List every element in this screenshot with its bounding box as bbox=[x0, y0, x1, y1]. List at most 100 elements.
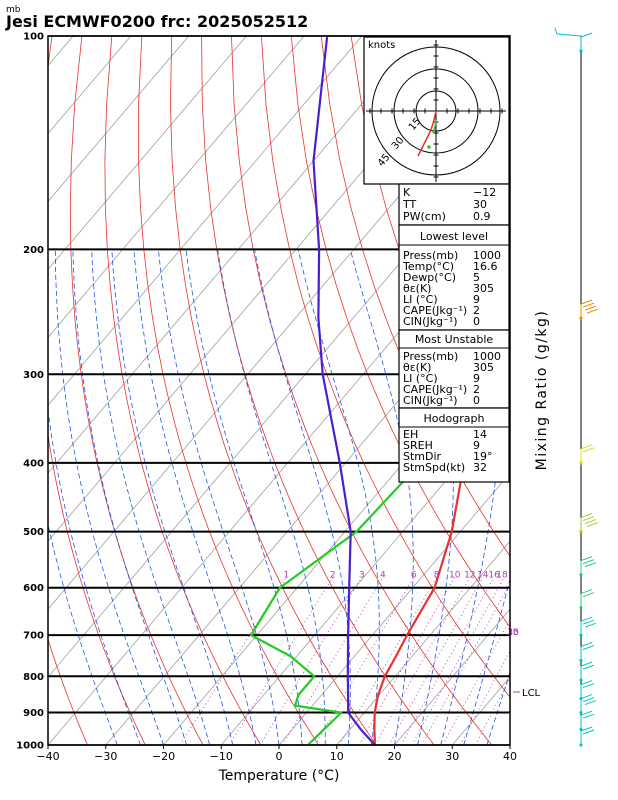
wind-barb-flag bbox=[580, 680, 593, 686]
isotherm-line bbox=[48, 36, 189, 203]
temperature-tick-label: −20 bbox=[152, 750, 175, 763]
hodo-row-label: EH bbox=[403, 428, 418, 441]
moist-adiabat-line bbox=[254, 249, 351, 745]
moist-adiabat-line bbox=[91, 249, 211, 745]
tt-index-value: 30 bbox=[473, 198, 487, 211]
lowest-row-label: CAPE(Jkg⁻¹) bbox=[403, 304, 467, 317]
wind-barb-flag bbox=[582, 592, 595, 598]
temperature-tick-label: −30 bbox=[94, 750, 117, 763]
wind-barb-base bbox=[579, 633, 583, 637]
lowest-row-value: 2 bbox=[473, 304, 480, 317]
pressure-tick-label: 200 bbox=[23, 245, 44, 256]
hodograph-trace-low bbox=[432, 119, 437, 134]
mixing-ratio-label: 35 bbox=[507, 628, 518, 638]
wind-barb-flag bbox=[580, 694, 593, 700]
mixing-ratio-label: 10 bbox=[449, 570, 461, 580]
moist-adiabat-line bbox=[54, 249, 164, 745]
pw-value: 0.9 bbox=[473, 210, 491, 223]
mixing-ratio-line bbox=[374, 577, 471, 745]
pw-label: PW(cm) bbox=[403, 210, 446, 223]
mixing-ratio-line bbox=[282, 577, 384, 745]
isotherm-line bbox=[48, 36, 247, 271]
mixing-ratio-label: 1 bbox=[283, 570, 289, 580]
mixing-ratio-label: 30 bbox=[507, 628, 519, 638]
pressure-tick-label: 100 bbox=[23, 32, 44, 43]
pressure-unit-label: mb bbox=[6, 5, 21, 15]
lowest-row-value: 5 bbox=[473, 271, 480, 284]
dry-adiabat-line bbox=[169, 36, 377, 745]
isotherm-line bbox=[48, 36, 363, 406]
wind-barb-flag bbox=[582, 697, 595, 703]
isotherm-line bbox=[48, 36, 420, 474]
pressure-tick-label: 500 bbox=[23, 527, 44, 538]
x-axis-label: Temperature (°C) bbox=[218, 768, 340, 784]
lowest-level-title: Lowest level bbox=[420, 230, 488, 243]
isotherm-line bbox=[48, 200, 510, 745]
isotherm-line bbox=[336, 540, 510, 745]
dry-adiabat-line bbox=[104, 36, 262, 745]
unstable-row-value: 0 bbox=[473, 394, 480, 407]
wind-barb-flag bbox=[580, 589, 593, 595]
wind-barb-base bbox=[579, 49, 583, 53]
wind-barb-flag bbox=[580, 661, 593, 667]
hodograph-panel: knots 15 30 45 bbox=[363, 36, 510, 185]
wind-barb-base bbox=[579, 678, 583, 682]
hodograph-trace bbox=[417, 110, 437, 157]
plot-frame bbox=[47, 35, 511, 746]
pressure-tick-label: 300 bbox=[23, 370, 44, 381]
dry-adiabat-line bbox=[290, 36, 510, 628]
dry-adiabat-line bbox=[48, 638, 88, 745]
wind-barb-flag bbox=[580, 726, 593, 732]
lowest-row-value: 16.6 bbox=[473, 260, 498, 273]
mixing-ratio-line bbox=[358, 577, 456, 745]
isotherm-line bbox=[394, 608, 510, 745]
most-unstable-panel: Most Unstable Press(mb) 1000 θε(K) 305 LI (°… bbox=[398, 329, 510, 409]
hodo-row-label: SREH bbox=[403, 439, 433, 452]
temperature-tick-label: 20 bbox=[388, 750, 402, 763]
pressure-tick-label: 700 bbox=[23, 631, 44, 642]
indices-panel: K −12 TT 30 PW(cm) 0.9 bbox=[398, 183, 510, 226]
lowest-row-label: Temp(°C) bbox=[402, 260, 454, 273]
wind-barb-flag bbox=[582, 729, 595, 735]
wind-barb-flag bbox=[582, 664, 595, 670]
wind-barb-flag bbox=[582, 447, 595, 453]
mixing-ratio-label: 2 bbox=[330, 570, 336, 580]
mixing-ratio-label: 20 bbox=[507, 628, 519, 638]
most-unstable-title: Most Unstable bbox=[415, 333, 494, 346]
hodo-row-label: StmDir bbox=[403, 450, 442, 463]
lowest-level-panel: Lowest level Press(mb) 1000 Temp(°C) 16.6 De… bbox=[398, 224, 510, 331]
wind-barb-flag bbox=[584, 622, 597, 628]
lowest-row-value: 1000 bbox=[473, 249, 501, 262]
wind-barb-flag bbox=[582, 516, 595, 522]
wind-barb-base bbox=[579, 529, 583, 534]
mixing-ratio-label: 6 bbox=[411, 570, 417, 580]
wind-barb-column bbox=[554, 27, 599, 747]
unstable-row-value: 305 bbox=[473, 361, 494, 374]
hodo-row-value: 9 bbox=[473, 439, 480, 452]
wind-barb-flag bbox=[554, 27, 558, 35]
hodograph-units: knots bbox=[368, 40, 395, 51]
wind-barb-flag bbox=[586, 308, 599, 314]
moist-adiabat-line bbox=[217, 249, 326, 745]
hodo-row-value: 14 bbox=[473, 428, 487, 441]
mixing-ratio-label: 16 bbox=[488, 570, 500, 580]
hodograph-stats-panel: Hodograph EH 14 SREH 9 StmDir 19° StmSpd(kt) 32 bbox=[398, 407, 510, 483]
mixing-ratio-label: 12 bbox=[464, 570, 475, 580]
lowest-row-label: Dewp(°C) bbox=[403, 271, 456, 284]
parcel-profile bbox=[312, 36, 376, 745]
temperature-tick-label: 10 bbox=[330, 750, 344, 763]
lcl-marker: LCL bbox=[513, 688, 541, 699]
unstable-row-value: 9 bbox=[473, 372, 480, 385]
dry-adiabat-line bbox=[138, 36, 319, 745]
moist-adiabat-line bbox=[349, 249, 414, 745]
temperature-tick-label: −40 bbox=[36, 750, 59, 763]
wind-barb-flag bbox=[580, 616, 593, 622]
lowest-row-value: 0 bbox=[473, 315, 480, 328]
pressure-tick-label: 800 bbox=[23, 672, 44, 683]
dry-adiabat-line bbox=[261, 36, 510, 698]
lcl-label: LCL bbox=[522, 688, 541, 699]
chart-title: Jesi ECMWF0200 frc: 2025052512 bbox=[5, 12, 308, 31]
hodo-row-label: StmSpd(kt) bbox=[403, 461, 465, 474]
unstable-row-value: 2 bbox=[473, 383, 480, 396]
